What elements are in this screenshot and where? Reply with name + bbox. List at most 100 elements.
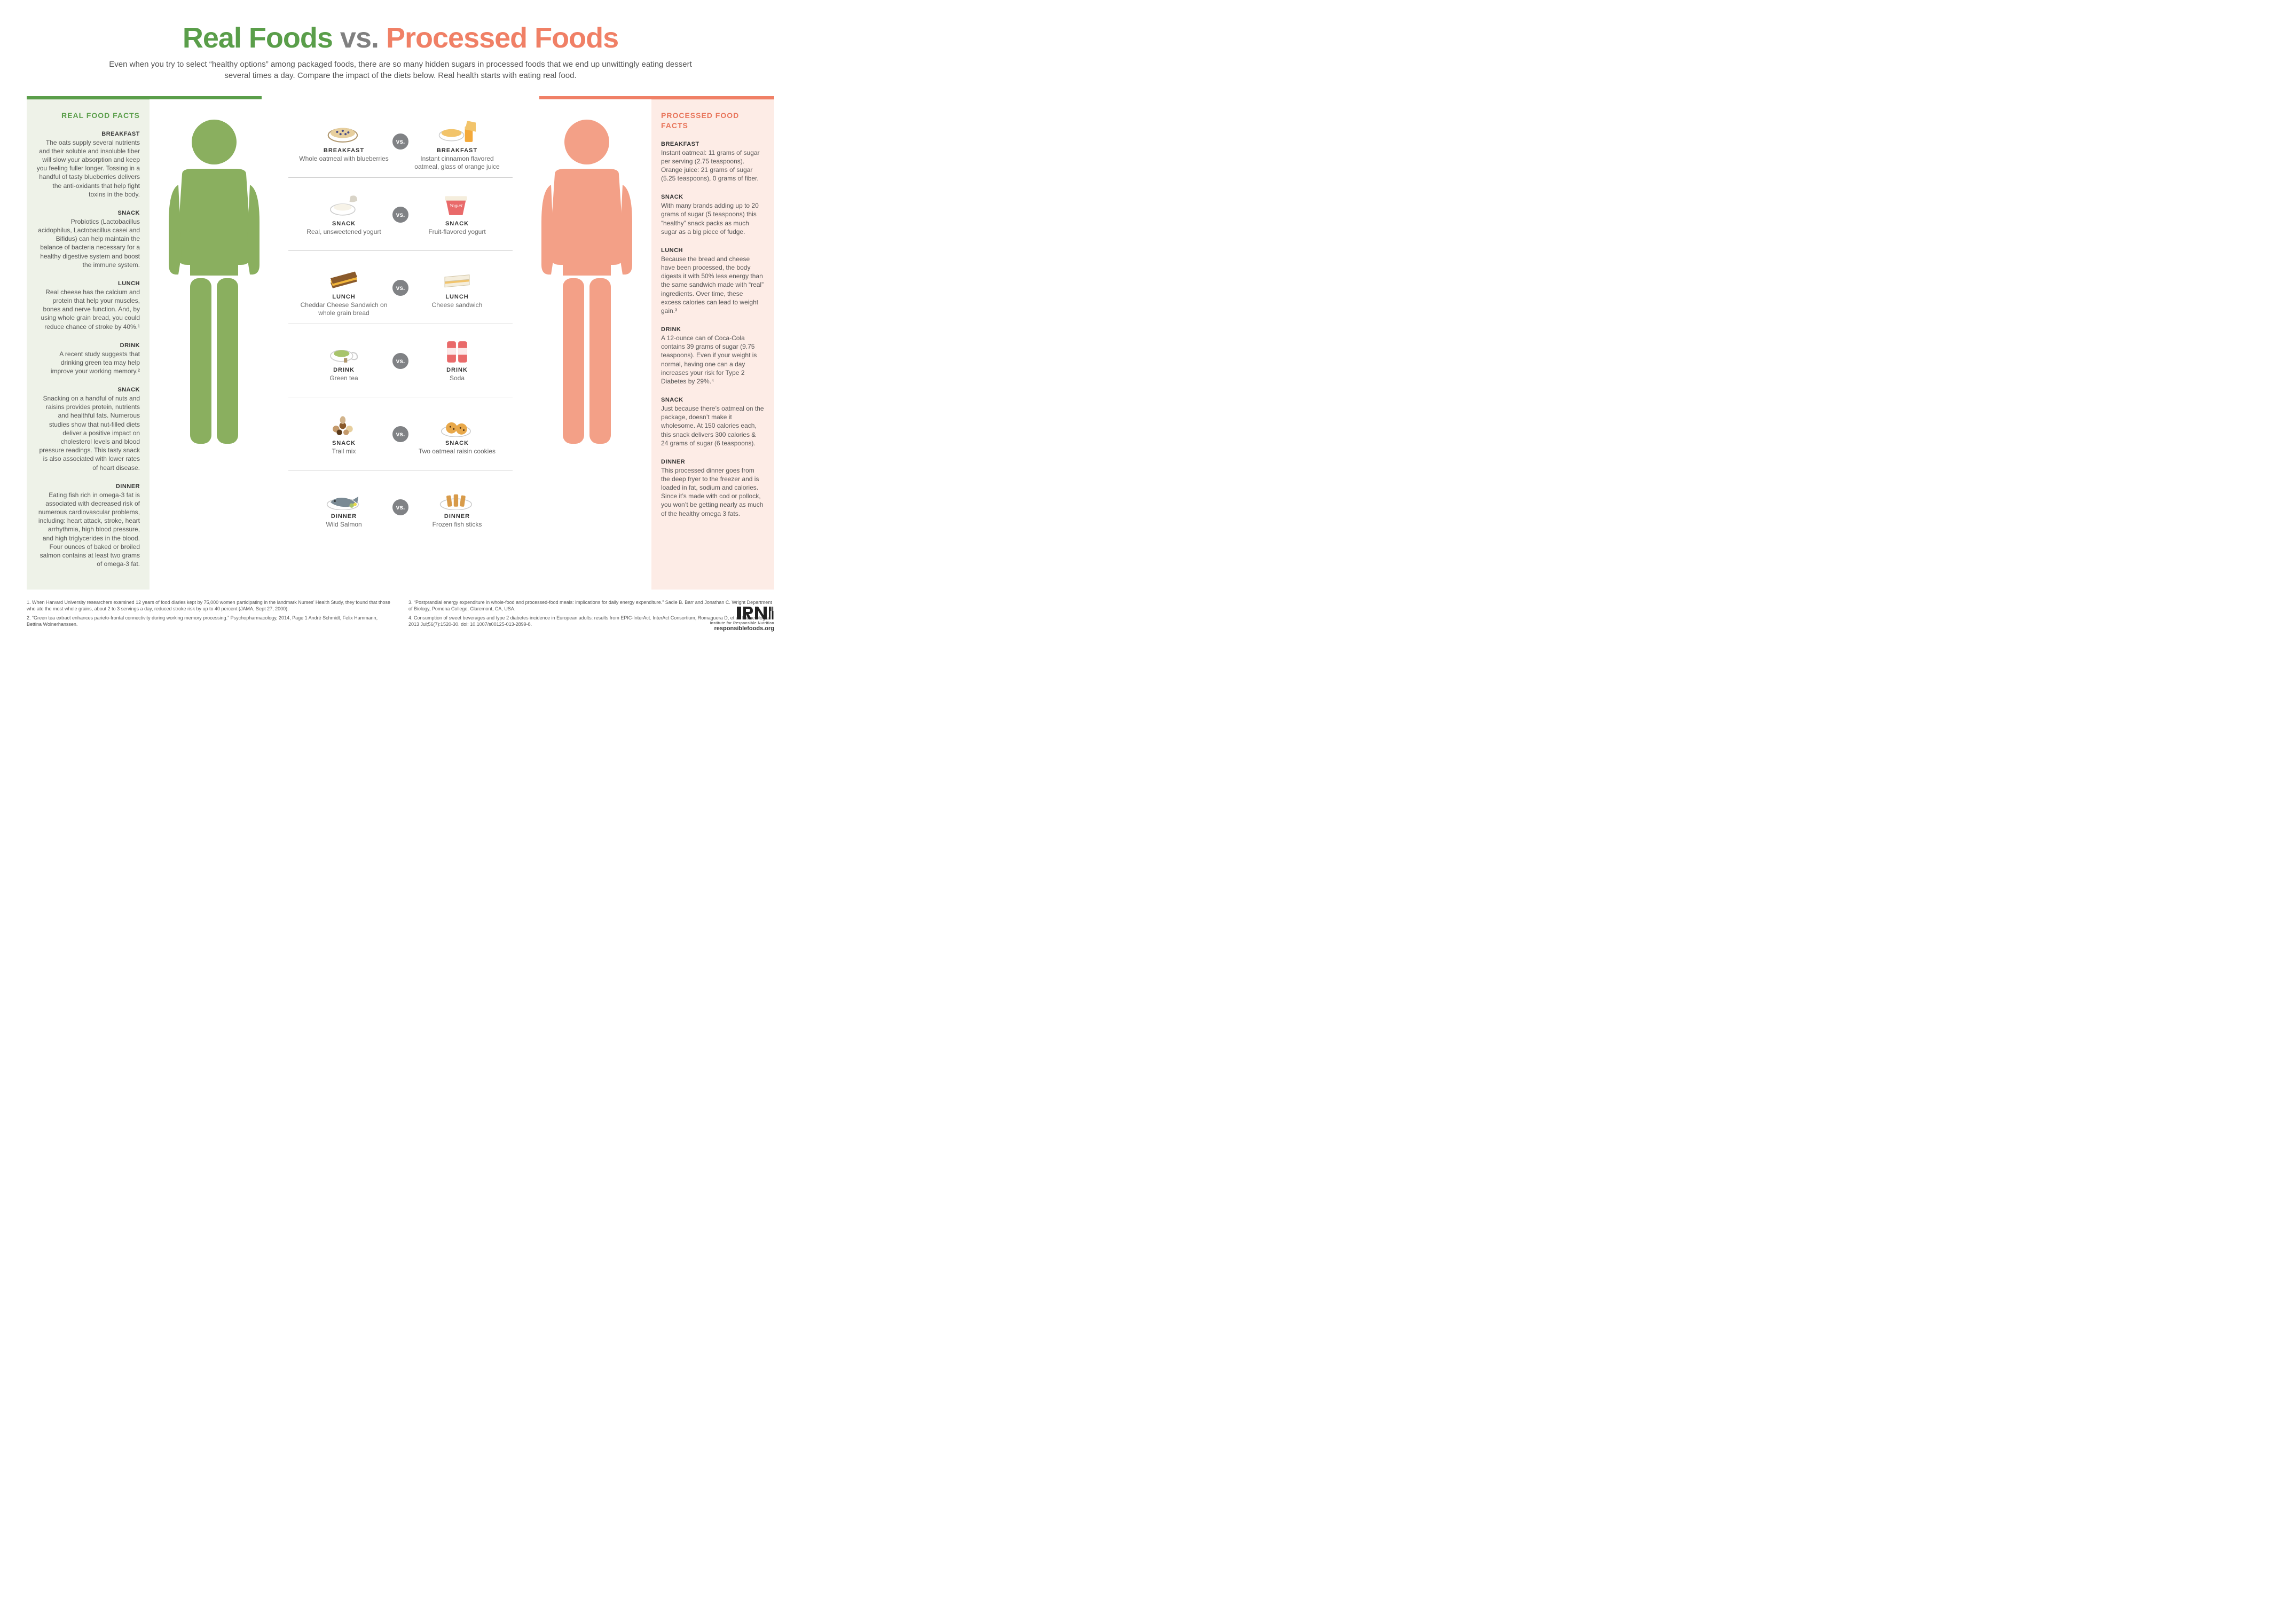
fact-meal-text: Eating fish rich in omega-3 fat is assoc…: [36, 491, 140, 569]
meal-label: LUNCH: [298, 294, 389, 300]
meal-label: DRINK: [298, 367, 389, 373]
real-fact-block: DINNEREating fish rich in omega-3 fat is…: [36, 483, 140, 569]
fact-meal-name: SNACK: [661, 193, 765, 201]
meal-col-real: DRINKGreen tea: [298, 335, 389, 390]
yogurt-plain-icon: [298, 189, 389, 217]
proc-fact-block: DINNERThis processed dinner goes from th…: [661, 458, 765, 518]
meal-row: DRINKGreen teavs.DRINKSoda: [288, 324, 513, 397]
fact-meal-name: LUNCH: [661, 247, 765, 255]
fact-meal-text: Snacking on a handful of nuts and raisin…: [36, 394, 140, 472]
meal-desc-real: Green tea: [298, 374, 389, 390]
meal-desc-real: Real, unsweetened yogurt: [298, 228, 389, 244]
vs-badge: vs.: [392, 207, 408, 223]
fact-meal-name: DINNER: [36, 483, 140, 491]
meal-label: DRINK: [412, 367, 502, 373]
meal-label: SNACK: [298, 221, 389, 227]
footnotes: 1. When Harvard University researchers e…: [27, 599, 774, 630]
meal-desc-proc: Fruit-flavored yogurt: [412, 228, 502, 244]
real-facts-panel: REAL FOOD FACTS BREAKFASTThe oats supply…: [27, 99, 150, 590]
logo-url: responsiblefoods.org: [710, 625, 774, 632]
fact-meal-name: DINNER: [661, 458, 765, 466]
fact-meal-text: A 12-ounce can of Coca-Cola contains 39 …: [661, 334, 765, 386]
meal-desc-real: Wild Salmon: [298, 521, 389, 537]
fact-meal-name: DRINK: [661, 326, 765, 334]
meal-col-real: SNACKReal, unsweetened yogurt: [298, 189, 389, 244]
fishsticks-icon: [412, 481, 502, 510]
vs-badge: vs.: [392, 134, 408, 150]
fact-meal-text: This processed dinner goes from the deep…: [661, 466, 765, 518]
meal-row: SNACKReal, unsweetened yogurtvs.SNACKFru…: [288, 178, 513, 251]
meal-desc-real: Cheddar Cheese Sandwich on whole grain b…: [298, 301, 389, 317]
processed-facts-panel: PROCESSED FOOD FACTS BREAKFASTInstant oa…: [651, 99, 774, 590]
sandwich-white-icon: [412, 262, 502, 290]
meal-row: SNACKTrail mixvs.SNACKTwo oatmeal raisin…: [288, 397, 513, 470]
cookies-icon: [412, 408, 502, 437]
meal-desc-proc: Soda: [412, 374, 502, 390]
fact-meal-name: LUNCH: [36, 280, 140, 288]
meal-desc-real: Whole oatmeal with blueberries: [298, 155, 389, 171]
fact-meal-text: Real cheese has the calcium and protein …: [36, 288, 140, 331]
meal-col-real: DINNERWild Salmon: [298, 481, 389, 537]
fact-meal-text: The oats supply several nutrients and th…: [36, 138, 140, 199]
soda-icon: [412, 335, 502, 364]
meal-col-proc: SNACKFruit-flavored yogurt: [412, 189, 502, 244]
real-fact-block: LUNCHReal cheese has the calcium and pro…: [36, 280, 140, 331]
meal-label: SNACK: [412, 221, 502, 227]
meal-col-real: SNACKTrail mix: [298, 408, 389, 464]
vs-badge: vs.: [392, 426, 408, 442]
fact-meal-text: A recent study suggests that drinking gr…: [36, 350, 140, 376]
proc-fact-block: SNACKJust because there’s oatmeal on the…: [661, 396, 765, 447]
footnote: 1. When Harvard University researchers e…: [27, 599, 392, 612]
logo-tagline: Institute for Responsible Nutrition: [710, 622, 774, 625]
fact-meal-name: SNACK: [661, 396, 765, 404]
irn-logo-icon: [737, 604, 774, 622]
meal-label: BREAKFAST: [412, 147, 502, 154]
oj-icon: [412, 115, 502, 144]
meal-desc-real: Trail mix: [298, 447, 389, 464]
tea-icon: [298, 335, 389, 364]
meal-label: BREAKFAST: [298, 147, 389, 154]
meal-label: SNACK: [298, 440, 389, 446]
oatmeal-icon: [298, 115, 389, 144]
real-fact-block: DRINKA recent study suggests that drinki…: [36, 342, 140, 375]
meal-label: DINNER: [412, 513, 502, 520]
page-title: Real Foods vs. Processed Foods: [27, 21, 774, 54]
meal-desc-proc: Cheese sandwich: [412, 301, 502, 317]
fact-meal-text: Instant oatmeal: 11 grams of sugar per s…: [661, 148, 765, 183]
meal-col-proc: BREAKFASTInstant cinnamon flavored oatme…: [412, 115, 502, 171]
fact-meal-text: Just because there’s oatmeal on the pack…: [661, 404, 765, 447]
meal-desc-proc: Two oatmeal raisin cookies: [412, 447, 502, 464]
meal-col-real: LUNCHCheddar Cheese Sandwich on whole gr…: [298, 262, 389, 317]
logo: Institute for Responsible Nutrition resp…: [710, 604, 774, 632]
fact-meal-name: SNACK: [36, 209, 140, 217]
yogurt-cup-icon: [412, 189, 502, 217]
real-facts-title: REAL FOOD FACTS: [36, 111, 140, 121]
meal-row: LUNCHCheddar Cheese Sandwich on whole gr…: [288, 251, 513, 324]
person-processed-icon: [525, 115, 648, 446]
meal-label: SNACK: [412, 440, 502, 446]
trailmix-icon: [298, 408, 389, 437]
processed-facts-title: PROCESSED FOOD FACTS: [661, 111, 765, 131]
fact-meal-name: DRINK: [36, 342, 140, 350]
fact-meal-name: BREAKFAST: [661, 140, 765, 148]
title-processed: Processed Foods: [386, 22, 618, 54]
real-fact-block: BREAKFASTThe oats supply several nutrien…: [36, 130, 140, 199]
salmon-icon: [298, 481, 389, 510]
vs-badge: vs.: [392, 499, 408, 515]
meal-row: DINNERWild Salmonvs.DINNERFrozen fish st…: [288, 470, 513, 543]
title-real: Real Foods: [183, 22, 333, 54]
meal-label: DINNER: [298, 513, 389, 520]
meal-col-proc: LUNCHCheese sandwich: [412, 262, 502, 317]
fact-meal-text: Because the bread and cheese have been p…: [661, 255, 765, 315]
fact-meal-text: Probiotics (Lactobacillus acidophilus, L…: [36, 217, 140, 269]
real-fact-block: SNACKProbiotics (Lactobacillus acidophil…: [36, 209, 140, 269]
vs-badge: vs.: [392, 280, 408, 296]
fact-meal-text: With many brands adding up to 20 grams o…: [661, 201, 765, 236]
meal-col-proc: DINNERFrozen fish sticks: [412, 481, 502, 537]
intro-text: Even when you try to select “healthy opt…: [107, 59, 694, 81]
meal-row: BREAKFASTWhole oatmeal with blueberriesv…: [288, 105, 513, 178]
title-vs: vs.: [340, 22, 379, 54]
center-comparison: BREAKFASTWhole oatmeal with blueberriesv…: [150, 99, 651, 590]
real-fact-block: SNACKSnacking on a handful of nuts and r…: [36, 386, 140, 472]
meal-label: LUNCH: [412, 294, 502, 300]
